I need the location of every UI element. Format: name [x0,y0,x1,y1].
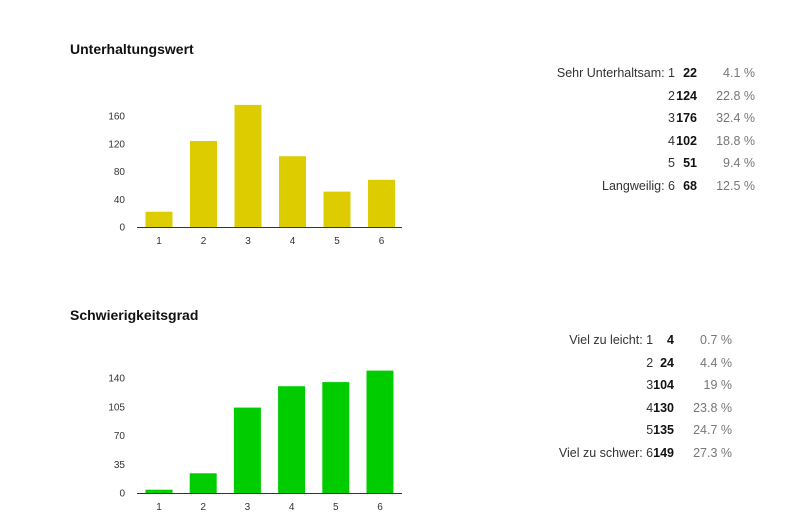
row-label: 4 [668,133,675,148]
row-count: 22 [683,66,697,80]
bar-6 [368,179,395,227]
row-label: Viel zu schwer: 6 [558,445,654,460]
stats-table-unterhaltungswert: Sehr Unterhaltsam: 1 22 4.1 % 2 124 22.8 % 3 17… [557,62,755,197]
row-count: 130 [653,400,674,415]
y-tick-label: 0 [119,223,125,234]
bar-chart-schwierigkeitsgrad: 0 35 70 105 140 1 2 3 4 5 6 [108,370,402,513]
row-count: 102 [676,133,697,148]
stats-row: 5 51 9.4 % [557,152,755,175]
row-count: 124 [676,88,697,103]
stats-row: 4 102 18.8 % [557,130,755,153]
x-tick-label: 6 [377,502,383,513]
bar-2 [190,140,217,227]
x-tick-label: 6 [379,236,385,247]
row-percent: 18.8 % [716,133,755,148]
section-title: Schwierigkeitsgrad [70,307,199,323]
row-label: 5 [668,156,675,170]
y-tick-label: 35 [114,460,126,471]
stats-row: 2 124 22.8 % [557,85,755,108]
row-label: Viel zu leicht: 1 [569,333,654,347]
y-tick-label: 70 [114,431,126,442]
row-percent: 22.8 % [716,88,755,103]
x-tick-label: 1 [156,236,162,247]
row-percent: 27.3 % [693,445,732,460]
y-tick-label: 40 [114,195,126,206]
row-label: 4 [646,400,654,415]
stats-row: 3 176 32.4 % [557,107,755,130]
row-count: 176 [676,111,697,125]
row-percent: 4.4 % [700,355,732,370]
x-tick-label: 2 [200,502,206,513]
row-label: 2 [668,88,675,103]
y-tick-label: 120 [108,139,125,150]
bar-2 [189,473,217,493]
row-count: 51 [683,156,697,170]
row-percent: 9.4 % [723,156,755,170]
row-label: 3 [668,111,675,125]
row-count: 149 [653,445,674,460]
row-label: 3 [646,378,654,392]
row-count: 68 [683,178,697,193]
row-percent: 32.4 % [716,111,755,125]
stats-row: 5 135 24.7 % [559,419,732,442]
bar-5 [323,191,351,227]
bar-1 [145,489,173,493]
row-percent: 24.7 % [693,423,732,437]
bar-4 [278,386,306,493]
row-percent: 19 % [703,378,733,392]
y-tick-label: 0 [119,489,125,500]
stats-row: Viel zu leicht: 1 4 0.7 % [559,329,732,352]
y-tick-label: 80 [114,167,126,178]
x-tick-label: 4 [289,502,295,513]
row-count: 4 [667,333,674,347]
x-tick-label: 3 [245,502,251,513]
row-percent: 4.1 % [723,66,755,80]
row-percent: 0.7 % [700,333,732,347]
bar-3 [234,104,262,227]
row-percent: 12.5 % [716,178,755,193]
x-tick-label: 5 [333,502,339,513]
stats-row: 2 24 4.4 % [559,352,732,375]
bar-chart-unterhaltungswert: 0 40 80 120 160 1 2 3 4 5 6 [108,104,402,247]
x-tick-label: 3 [245,236,251,247]
x-tick-label: 4 [290,236,296,247]
stats-row: Viel zu schwer: 6 149 27.3 % [559,442,732,465]
row-count: 24 [660,355,674,370]
bar-3 [233,407,261,493]
bar-5 [322,382,350,493]
stats-row: Sehr Unterhaltsam: 1 22 4.1 % [557,62,755,85]
row-label: Langweilig: 6 [602,178,675,193]
bar-1 [145,211,173,227]
y-tick-label: 140 [108,374,125,385]
row-label: 5 [646,423,654,437]
y-tick-label: 105 [108,402,125,413]
row-count: 135 [653,423,674,437]
row-label: 2 [646,355,654,370]
row-percent: 23.8 % [693,400,732,415]
y-tick-label: 160 [108,112,125,123]
row-count: 104 [653,378,674,392]
x-tick-label: 2 [201,236,207,247]
stats-row: 4 130 23.8 % [559,397,732,420]
row-label: Sehr Unterhaltsam: 1 [556,66,675,80]
bar-6 [366,370,394,493]
bar-4 [279,156,306,227]
stats-row: 3 104 19 % [559,374,732,397]
section-title: Unterhaltungswert [70,41,194,57]
stats-table-schwierigkeitsgrad: Viel zu leicht: 1 4 0.7 % 2 24 4.4 % 3 104 19 % 4… [559,329,732,464]
x-tick-label: 5 [334,236,340,247]
x-tick-label: 1 [156,502,162,513]
stats-row: Langweilig: 6 68 12.5 % [557,175,755,198]
